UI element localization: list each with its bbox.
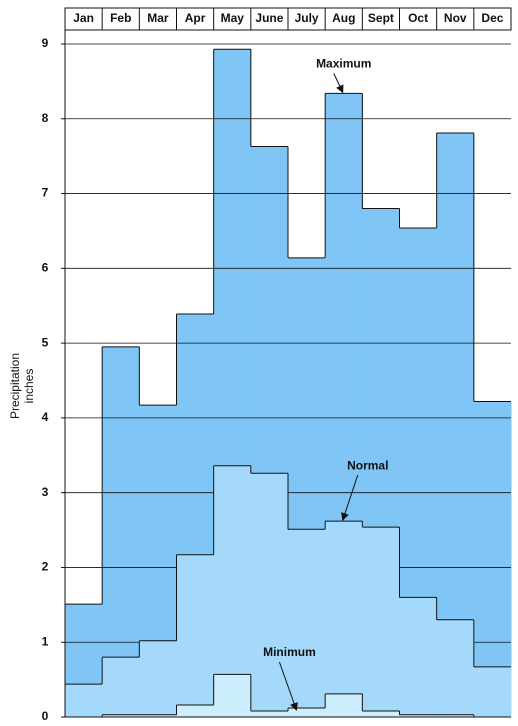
step-area	[102, 346, 140, 717]
y-tick-label: 4	[42, 410, 49, 424]
x-tick-label: Aug	[332, 11, 355, 25]
y-tick-label: 1	[42, 634, 49, 648]
y-tick-label: 5	[42, 335, 49, 349]
annotation-arrow	[341, 474, 359, 522]
step-area	[250, 473, 289, 717]
step-area	[473, 666, 512, 717]
step-area	[436, 619, 475, 717]
x-tick-label: June	[255, 11, 283, 25]
step-area	[102, 714, 140, 717]
step-area	[325, 693, 363, 717]
y-tick-label: 2	[42, 560, 49, 574]
x-tick-label: Jan	[73, 11, 94, 25]
step-area	[325, 521, 363, 717]
step-area	[473, 401, 512, 717]
x-tick-label: Dec	[481, 11, 503, 25]
series-annotation: Minimum	[263, 645, 316, 659]
x-tick-label: Oct	[408, 11, 428, 25]
step-area	[213, 674, 252, 717]
x-tick-label: May	[221, 11, 245, 25]
x-tick-label: Sept	[368, 11, 394, 25]
x-tick-label: Mar	[147, 11, 169, 25]
y-tick-label: 0	[42, 709, 49, 723]
step-area	[176, 554, 215, 717]
step-area	[362, 527, 400, 717]
step-area	[139, 714, 177, 717]
y-tick-label: 3	[42, 485, 49, 499]
y-tick-label: 8	[42, 111, 49, 125]
x-tick-label: Nov	[444, 11, 467, 25]
x-tick-label: July	[295, 11, 319, 25]
annotation-arrow	[333, 73, 344, 94]
step-area	[250, 711, 289, 717]
step-area	[399, 714, 438, 717]
step-area	[65, 684, 103, 717]
y-tick-label: 7	[42, 186, 49, 200]
series-annotation: Normal	[347, 458, 388, 472]
step-area	[436, 714, 475, 717]
step-area	[288, 708, 326, 717]
x-tick-label: Apr	[185, 11, 206, 25]
y-axis-title: Precipitation inches	[8, 352, 36, 420]
step-area	[176, 705, 215, 717]
x-tick-label: Feb	[110, 11, 131, 25]
step-area	[102, 657, 140, 717]
step-area	[362, 711, 400, 717]
step-area	[288, 529, 326, 717]
series-annotation: Maximum	[316, 57, 371, 71]
step-area	[399, 597, 438, 717]
y-tick-label: 9	[42, 36, 49, 50]
y-tick-label: 6	[42, 261, 49, 275]
step-area	[139, 640, 177, 717]
annotation-arrow	[278, 661, 298, 711]
